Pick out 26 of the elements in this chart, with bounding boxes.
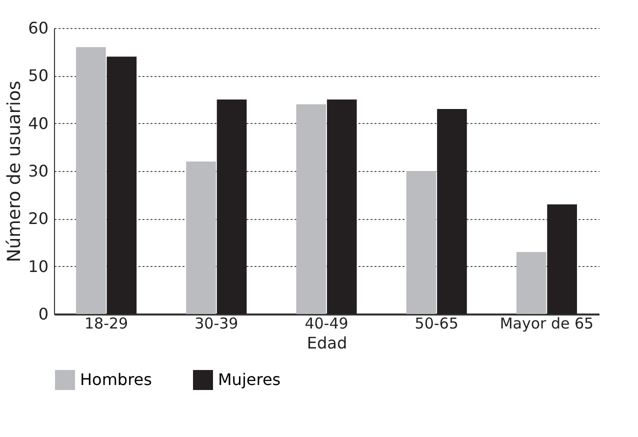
bar xyxy=(216,100,247,314)
bar xyxy=(547,204,577,314)
y-tick-label: 40 xyxy=(28,114,48,133)
y-tick-label: 20 xyxy=(28,209,48,228)
y-axis-title: Número de usuarios xyxy=(4,80,26,262)
y-tick-label: 30 xyxy=(28,162,48,180)
y-tick-label: 0 xyxy=(38,304,48,324)
y-tick-label: 10 xyxy=(28,256,48,276)
x-tick-label: 40-49 xyxy=(304,314,348,332)
bar xyxy=(326,100,357,314)
bar xyxy=(437,109,467,314)
y-tick-label: 60 xyxy=(28,18,48,38)
x-axis-title: Edad xyxy=(306,334,348,352)
x-tick-label: 50-65 xyxy=(414,314,458,332)
x-tick-label: 30-39 xyxy=(194,314,238,332)
y-tick-label: 50 xyxy=(28,66,48,86)
bar xyxy=(106,56,137,314)
bar xyxy=(406,171,436,314)
x-tick-label: Mayor de 65 xyxy=(500,314,594,332)
legend-label: Hombres xyxy=(80,370,152,389)
legend-label: Mujeres xyxy=(218,370,281,389)
bar xyxy=(186,161,216,314)
bar xyxy=(296,104,326,314)
bar xyxy=(76,47,106,314)
bar xyxy=(516,252,546,314)
x-tick-label: 18-29 xyxy=(84,314,128,332)
